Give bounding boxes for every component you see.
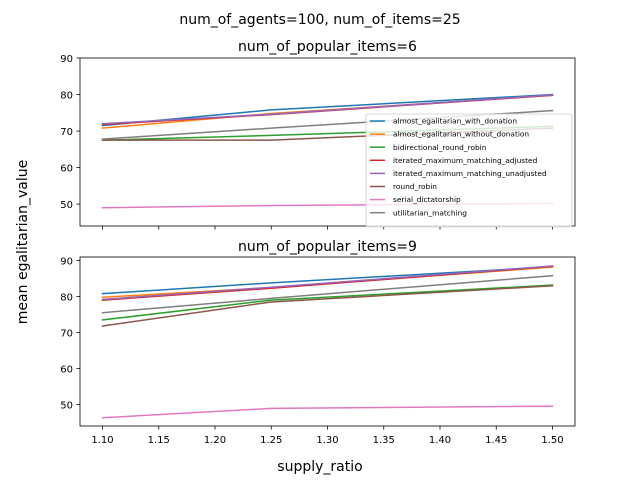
- y-tick-label: 80: [60, 293, 73, 304]
- y-tick-label: 50: [60, 400, 73, 411]
- series-line-almost_egalitarian_with_donation: [101, 265, 554, 295]
- top-panel: num_of_popular_items=6 50 60 70 80 90 almost_…: [60, 39, 576, 230]
- legend-label-serial_dictatorship: serial_dictatorship: [393, 195, 461, 204]
- y-tick-label: 60: [60, 164, 73, 175]
- legend-label-round_robin: round_robin: [393, 182, 437, 191]
- series-line-utilitarian_matching: [101, 274, 554, 314]
- legend-label-utilitarian_matching: utilitarian_matching: [393, 208, 467, 217]
- figure-supylabel: mean egalitarian_value: [15, 160, 31, 324]
- x-tick-label: 1.10: [91, 435, 113, 446]
- y-tick-label: 70: [60, 329, 73, 340]
- x-tick-label: 1.15: [148, 435, 170, 446]
- legend-label-almost_egalitarian_without_donation: almost_egalitarian_without_donation: [393, 130, 529, 139]
- legend-label-iterated_maximum_matching_adjusted: iterated_maximum_matching_adjusted: [393, 156, 538, 165]
- bottom-panel-title: num_of_popular_items=9: [238, 239, 417, 255]
- legend-label-bidirectional_round_robin: bidirectional_round_robin: [393, 143, 487, 152]
- top-panel-title: num_of_popular_items=6: [238, 39, 417, 55]
- series-line-round_robin: [101, 284, 554, 327]
- legend-label-iterated_maximum_matching_unadjusted: iterated_maximum_matching_unadjusted: [393, 169, 547, 178]
- legend-box: [365, 113, 573, 228]
- y-tick-label: 80: [60, 91, 73, 102]
- y-tick-label: 60: [60, 364, 73, 375]
- x-tick-label: 1.40: [429, 435, 451, 446]
- x-tick-label: 1.25: [260, 435, 282, 446]
- x-tick-label: 1.30: [316, 435, 338, 446]
- figure-supxlabel: supply_ratio: [277, 459, 362, 475]
- series-line-iterated_maximum_matching_unadjusted: [101, 265, 554, 301]
- legend-label-almost_egalitarian_with_donation: almost_egalitarian_with_donation: [393, 117, 517, 126]
- y-tick-label: 90: [60, 257, 73, 268]
- series-line-serial_dictatorship: [101, 405, 554, 419]
- series-line-iterated_maximum_matching_unadjusted: [101, 94, 554, 125]
- x-tick-label: 1.50: [541, 435, 563, 446]
- y-tick-label: 90: [60, 54, 73, 65]
- bottom-panel: num_of_popular_items=9 50 60 70 80 90 1.10 1.1…: [60, 239, 576, 446]
- legend: almost_egalitarian_with_donation almost_e…: [365, 113, 573, 228]
- y-tick-label: 50: [60, 200, 73, 211]
- x-tick-label: 1.20: [204, 435, 226, 446]
- x-tick-label: 1.45: [485, 435, 507, 446]
- figure-suptitle: num_of_agents=100, num_of_items=25: [179, 12, 460, 28]
- x-tick-label: 1.35: [373, 435, 395, 446]
- series-line-bidirectional_round_robin: [101, 284, 554, 321]
- y-tick-label: 70: [60, 127, 73, 138]
